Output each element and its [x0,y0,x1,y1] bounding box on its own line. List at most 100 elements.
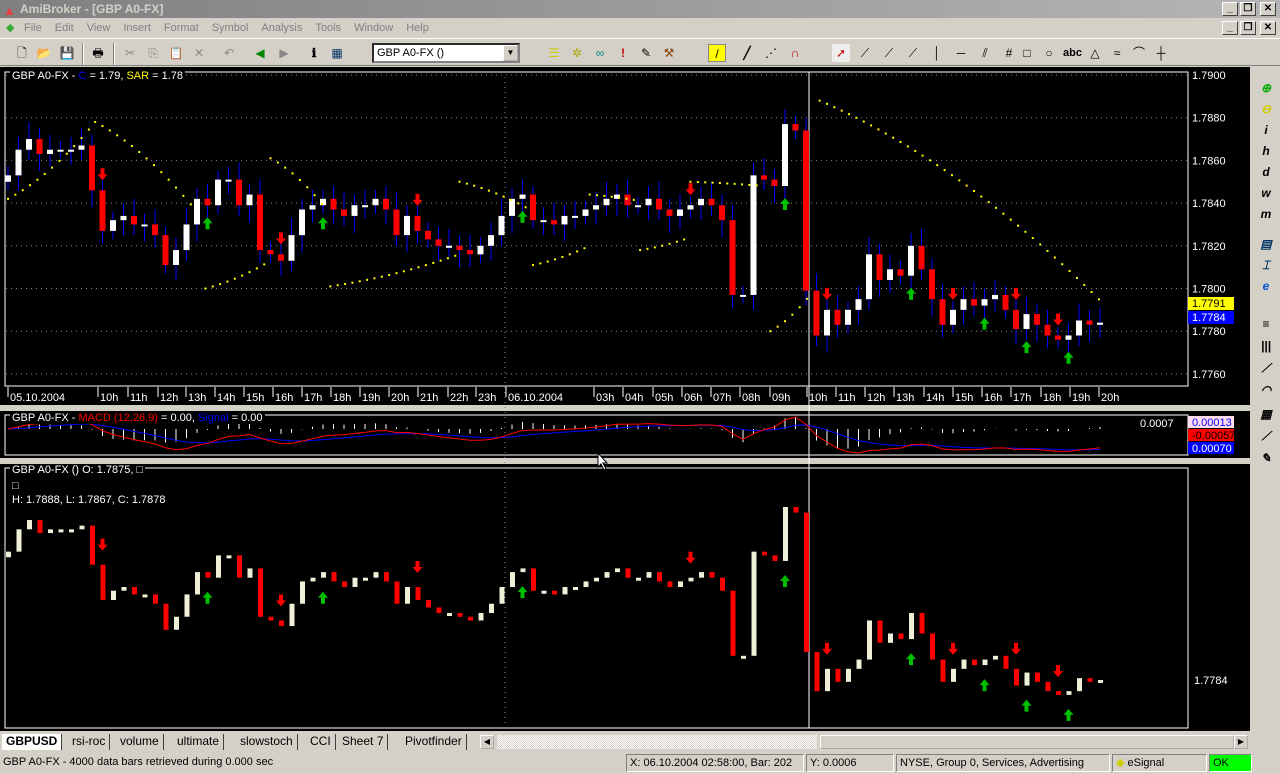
ellipse-icon[interactable]: ○ [1045,46,1053,60]
browser-icon[interactable]: e [1262,279,1270,293]
scrollbar-thumb[interactable] [820,735,1234,749]
scroll-right-button[interactable]: ▶ [1234,735,1248,749]
menu-analysis[interactable]: Analysis [261,22,303,34]
vertical-line-icon[interactable]: │ [933,46,941,60]
interval-daily-icon[interactable]: d [1262,165,1270,179]
cut-icon[interactable]: ✂ [124,46,136,60]
delete-icon[interactable]: ✕ [193,46,205,60]
chevron-down-icon[interactable]: ▼ [503,45,518,61]
scroll-left-button[interactable]: ◀ [480,735,494,749]
pen-lines-icon[interactable]: ✎ [1260,451,1272,465]
scroll-track[interactable] [497,735,817,749]
gear-icon[interactable]: ✲ [571,46,583,60]
price-bar [184,594,190,617]
channel-icon[interactable]: # [1005,46,1013,60]
minimize-button[interactable]: _ [1222,2,1238,16]
hammer-icon[interactable]: ⚒ [663,46,675,60]
open-icon[interactable]: 📂 [36,46,52,60]
doc-close-button[interactable]: ✕ [1260,21,1276,35]
interval-intraday-icon[interactable]: i [1264,123,1268,137]
menu-help[interactable]: Help [406,22,429,34]
candle-body [225,179,232,182]
glasses-icon[interactable]: ∞ [595,46,605,60]
sar-dot [298,178,301,181]
pointer-icon[interactable]: ➚ [832,44,850,62]
arcs-icon[interactable]: ◠ [1260,383,1272,397]
menu-view[interactable]: View [86,22,111,34]
menu-format[interactable]: Format [163,22,199,34]
fibonacci-icon[interactable]: ≈ [1113,46,1121,60]
doc-minimize-button[interactable]: _ [1222,21,1238,35]
draw-color-icon[interactable]: / [708,44,726,62]
new-icon[interactable]: 🗋 [17,46,27,60]
grid-icon[interactable]: ▦ [1260,407,1272,421]
back-icon[interactable]: ◀ [255,46,265,60]
sar-dot [776,325,779,328]
info-icon[interactable]: ℹ [311,46,317,60]
sar-dot [439,259,442,262]
tab-gbpusd[interactable]: GBPUSD [2,734,63,750]
database-icon[interactable]: ☰ [548,46,560,60]
magnet-icon[interactable]: ∩ [790,46,800,60]
print-icon[interactable]: 🖶 [92,46,104,60]
menu-tools[interactable]: Tools [315,22,342,34]
arc-icon[interactable]: ⌒ [1132,46,1145,60]
calendar-icon[interactable]: ▦ [331,46,343,60]
tab-cci[interactable]: CCI [306,734,336,750]
pen-icon[interactable]: ╱ [743,46,751,60]
paste-icon[interactable]: 📋 [168,46,184,60]
menu-window[interactable]: Window [354,22,394,34]
properties-icon[interactable]: ▤ [1260,237,1272,251]
price-bar [300,581,305,604]
triangle-icon[interactable]: △ [1090,46,1100,60]
notepad-icon[interactable]: ✎ [640,46,652,60]
copy-icon[interactable]: ⎘ [148,46,158,60]
rectangle-icon[interactable]: □ [1023,46,1031,60]
cycles-icon[interactable]: ┼ [1156,46,1166,60]
chart-area[interactable]: 1.7900 1.7880 1.7860 1.7840 1.7820 1.7800 1.77… [0,67,1250,731]
tab-ultimate[interactable]: ultimate [173,734,225,750]
alert-icon[interactable]: ! [621,46,625,60]
tab-volume[interactable]: volume [116,734,164,750]
fan-icon[interactable]: ⟋ [1261,361,1271,375]
interval-monthly-icon[interactable]: m [1260,207,1272,221]
forward-icon[interactable]: ▶ [279,46,289,60]
tab-rsi-roc[interactable]: rsi-roc [68,734,111,750]
price-bar [1014,668,1019,686]
undo-icon[interactable]: ↶ [223,46,235,60]
chart-canvas[interactable]: 1.7900 1.7880 1.7860 1.7840 1.7820 1.7800 1.77… [0,67,1250,731]
price-bar [1056,691,1061,695]
zoom-in-icon[interactable]: ⊕ [1260,81,1272,95]
text-icon[interactable]: abc [1063,47,1082,59]
time-range-icon[interactable]: ⌶ [1262,258,1270,272]
speed-lines-icon[interactable]: ⟋ [1261,429,1271,443]
candle-body [309,205,316,210]
x-tick-label: 10h [100,392,118,404]
interval-weekly-icon[interactable]: w [1261,186,1271,200]
extended-line-icon[interactable]: ⟋ [908,46,918,60]
menu-file[interactable]: File [24,22,42,34]
tab-pivotfinder[interactable]: Pivotfinder [401,734,467,750]
menu-edit[interactable]: Edit [54,22,74,34]
tab-slowstoch[interactable]: slowstoch [236,734,298,750]
save-icon[interactable]: 💾 [59,46,75,60]
horizontal-line-icon[interactable]: ─ [956,46,966,60]
sar-value: = 1.78 [149,70,184,82]
line-icon[interactable]: ⟋ [860,46,870,60]
candle-body [498,215,505,236]
buy-arrow-icon [780,574,790,587]
doc-restore-button[interactable]: ❐ [1240,21,1256,35]
tab-sheet7[interactable]: Sheet 7 [338,734,389,750]
horizontal-lines-icon[interactable]: ≡ [1262,317,1270,331]
zoom-out-icon[interactable]: ⊖ [1260,102,1272,116]
interval-hourly-icon[interactable]: h [1262,144,1270,158]
menu-insert[interactable]: Insert [123,22,151,34]
vertical-lines-icon[interactable]: ||| [1260,339,1272,353]
ray-icon[interactable]: ⟋ [884,46,894,60]
close-button[interactable]: ✕ [1260,2,1276,16]
parallel-lines-icon[interactable]: ⫽ [982,46,988,60]
menu-symbol[interactable]: Symbol [211,22,249,34]
restore-button[interactable]: ❐ [1240,2,1256,16]
symbol-select[interactable]: GBP A0-FX () ▼ [372,43,520,63]
dotted-line-icon[interactable]: ⋰ [765,46,777,60]
